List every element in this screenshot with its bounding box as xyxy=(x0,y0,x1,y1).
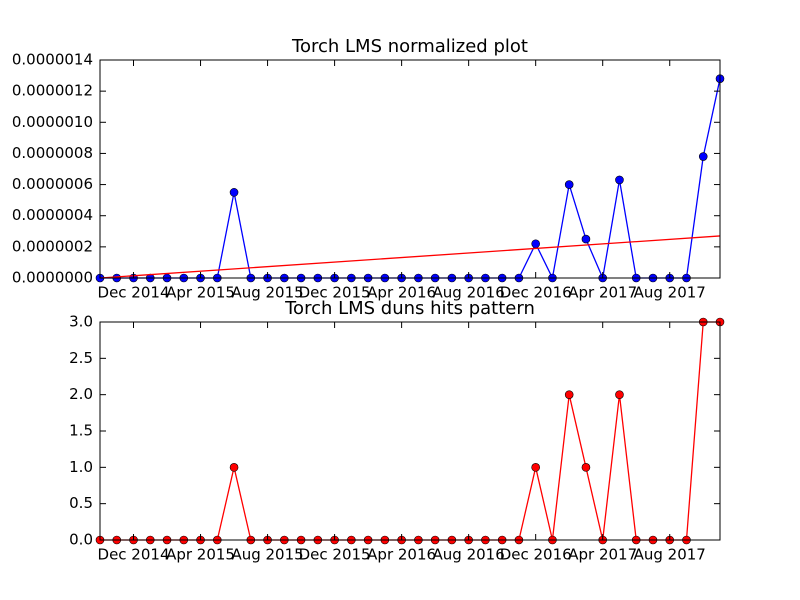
y-tick-label: 0.0000006 xyxy=(12,175,93,193)
x-tick-label: Apr 2017 xyxy=(568,546,637,564)
x-tick-label: Apr 2016 xyxy=(367,546,436,564)
y-tick-label: 0.0000008 xyxy=(12,144,93,162)
x-tick-label: Apr 2017 xyxy=(568,284,637,302)
x-tick-label: Apr 2015 xyxy=(166,284,235,302)
x-tick-label: Dec 2015 xyxy=(299,546,371,564)
data-point xyxy=(229,463,239,472)
y-tick-label: 1.0 xyxy=(69,458,93,476)
data-point xyxy=(564,180,574,189)
x-tick-label: Aug 2015 xyxy=(231,284,303,302)
x-tick-label: Dec 2016 xyxy=(500,546,572,564)
y-tick-label: 0.0000000 xyxy=(12,269,93,287)
series-line xyxy=(99,235,721,279)
data-point xyxy=(698,152,708,161)
y-tick-label: 0.0000010 xyxy=(12,113,93,131)
x-tick-label: Aug 2015 xyxy=(231,546,303,564)
data-point xyxy=(564,390,574,399)
y-tick-label: 0.0000012 xyxy=(12,82,93,100)
y-tick-label: 3.0 xyxy=(69,313,93,331)
y-tick-label: 1.5 xyxy=(69,422,93,440)
x-tick-label: Dec 2014 xyxy=(98,284,170,302)
x-tick-label: Aug 2016 xyxy=(433,546,505,564)
x-tick-label: Dec 2014 xyxy=(98,546,170,564)
x-tick-label: Apr 2015 xyxy=(166,546,235,564)
x-tick-label: Dec 2016 xyxy=(500,284,572,302)
x-tick-label: Aug 2017 xyxy=(634,546,706,564)
axes-frame xyxy=(99,59,721,279)
y-tick-label: 0.0000004 xyxy=(12,206,93,224)
data-point xyxy=(531,239,540,249)
y-tick-label: 2.0 xyxy=(69,385,93,403)
chart-title: Torch LMS normalized plot xyxy=(291,36,528,57)
data-point xyxy=(581,234,591,244)
chart-title: Torch LMS duns hits pattern xyxy=(284,298,535,319)
data-point xyxy=(581,463,591,472)
data-point xyxy=(229,188,239,197)
y-tick-label: 0.0 xyxy=(69,531,93,549)
y-tick-label: 0.5 xyxy=(69,494,93,512)
data-point xyxy=(615,175,624,185)
x-tick-label: Dec 2015 xyxy=(299,284,371,302)
y-tick-label: 0.0000014 xyxy=(12,51,93,69)
x-tick-label: Aug 2016 xyxy=(433,284,505,302)
y-tick-label: 2.5 xyxy=(69,349,93,367)
data-point xyxy=(531,463,540,472)
x-tick-label: Aug 2017 xyxy=(634,284,706,302)
x-tick-label: Apr 2016 xyxy=(367,284,436,302)
data-point xyxy=(615,390,624,399)
y-tick-label: 0.0000002 xyxy=(12,237,93,255)
